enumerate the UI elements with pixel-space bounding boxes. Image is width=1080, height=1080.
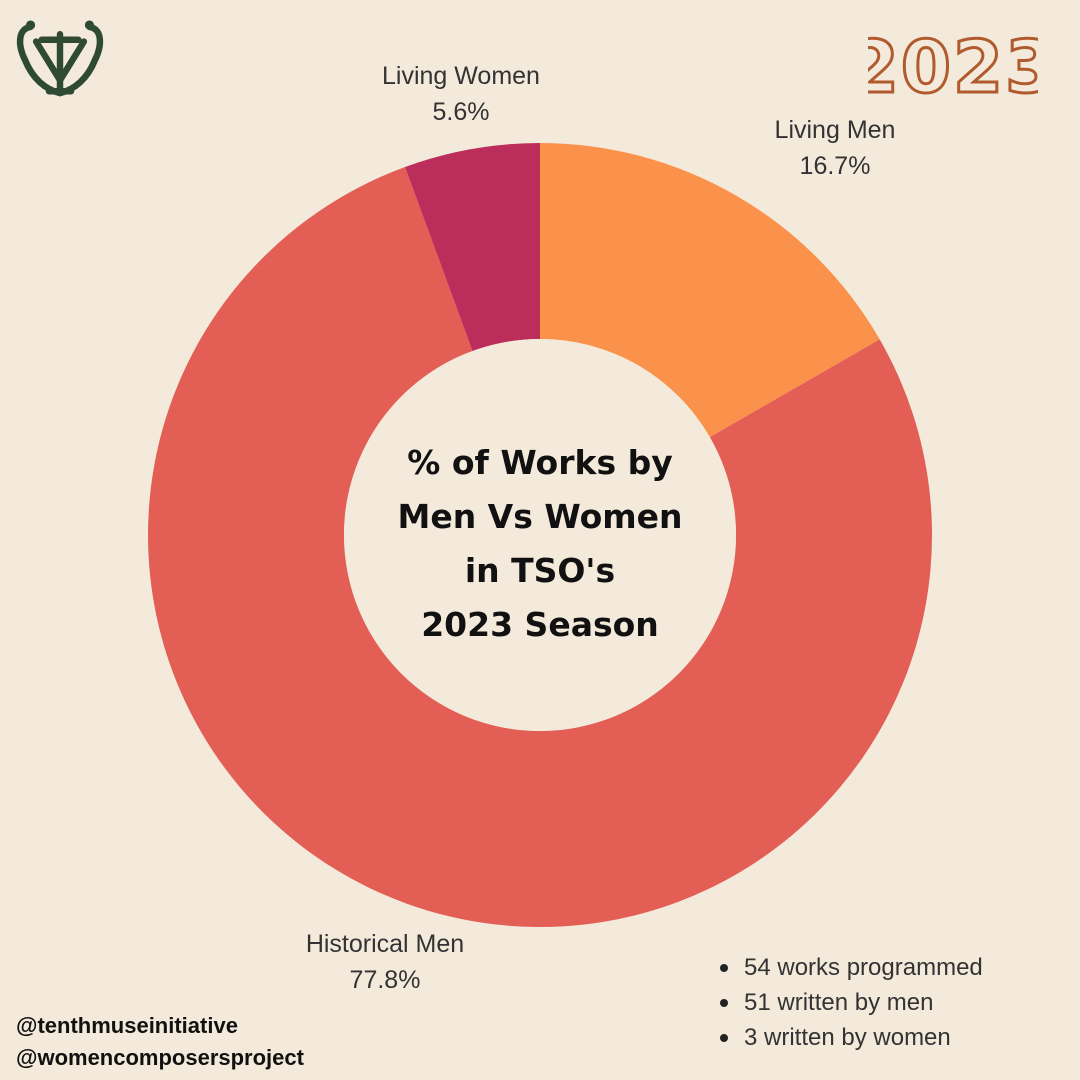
label-historical-men-value: 77.8% xyxy=(349,966,421,994)
donut-hole xyxy=(344,339,736,731)
label-living-women: Living Women 5.6% xyxy=(356,58,566,130)
chart-title: % of Works by Men Vs Women in TSO's 2023… xyxy=(360,436,720,652)
chart-title-line: % of Works by xyxy=(407,443,673,482)
chart-title-line: Men Vs Women xyxy=(397,497,683,536)
chart-title-line: in TSO's xyxy=(464,551,616,590)
handle-womencomposers: @womencomposersproject xyxy=(16,1045,304,1070)
stats-list: 54 works programmed 51 written by men 3 … xyxy=(718,950,983,1055)
slice-historical-men xyxy=(147,166,932,927)
label-historical-men: Historical Men 77.8% xyxy=(280,926,490,998)
label-living-women-name: Living Women xyxy=(382,62,540,90)
year-text: 2023 xyxy=(868,25,1038,109)
year-badge: 2023 xyxy=(868,24,1038,110)
lyre-monogram-logo-icon xyxy=(16,20,104,97)
slice-living-men xyxy=(540,143,880,438)
label-living-women-value: 5.6% xyxy=(432,98,490,126)
handle-tenthmuse: @tenthmuseinitiative xyxy=(16,1013,238,1038)
label-living-men: Living Men 16.7% xyxy=(740,112,930,184)
stats-item: 51 written by men xyxy=(718,985,983,1020)
slice-living-women xyxy=(405,143,540,351)
social-handles: @tenthmuseinitiative @womencomposersproj… xyxy=(16,1010,304,1074)
chart-title-line: 2023 Season xyxy=(421,605,659,644)
stats-item: 3 written by women xyxy=(718,1020,983,1055)
label-historical-men-name: Historical Men xyxy=(305,930,465,958)
label-living-men-name: Living Men xyxy=(774,116,896,144)
label-living-men-value: 16.7% xyxy=(799,152,871,180)
stats-item: 54 works programmed xyxy=(718,950,983,985)
